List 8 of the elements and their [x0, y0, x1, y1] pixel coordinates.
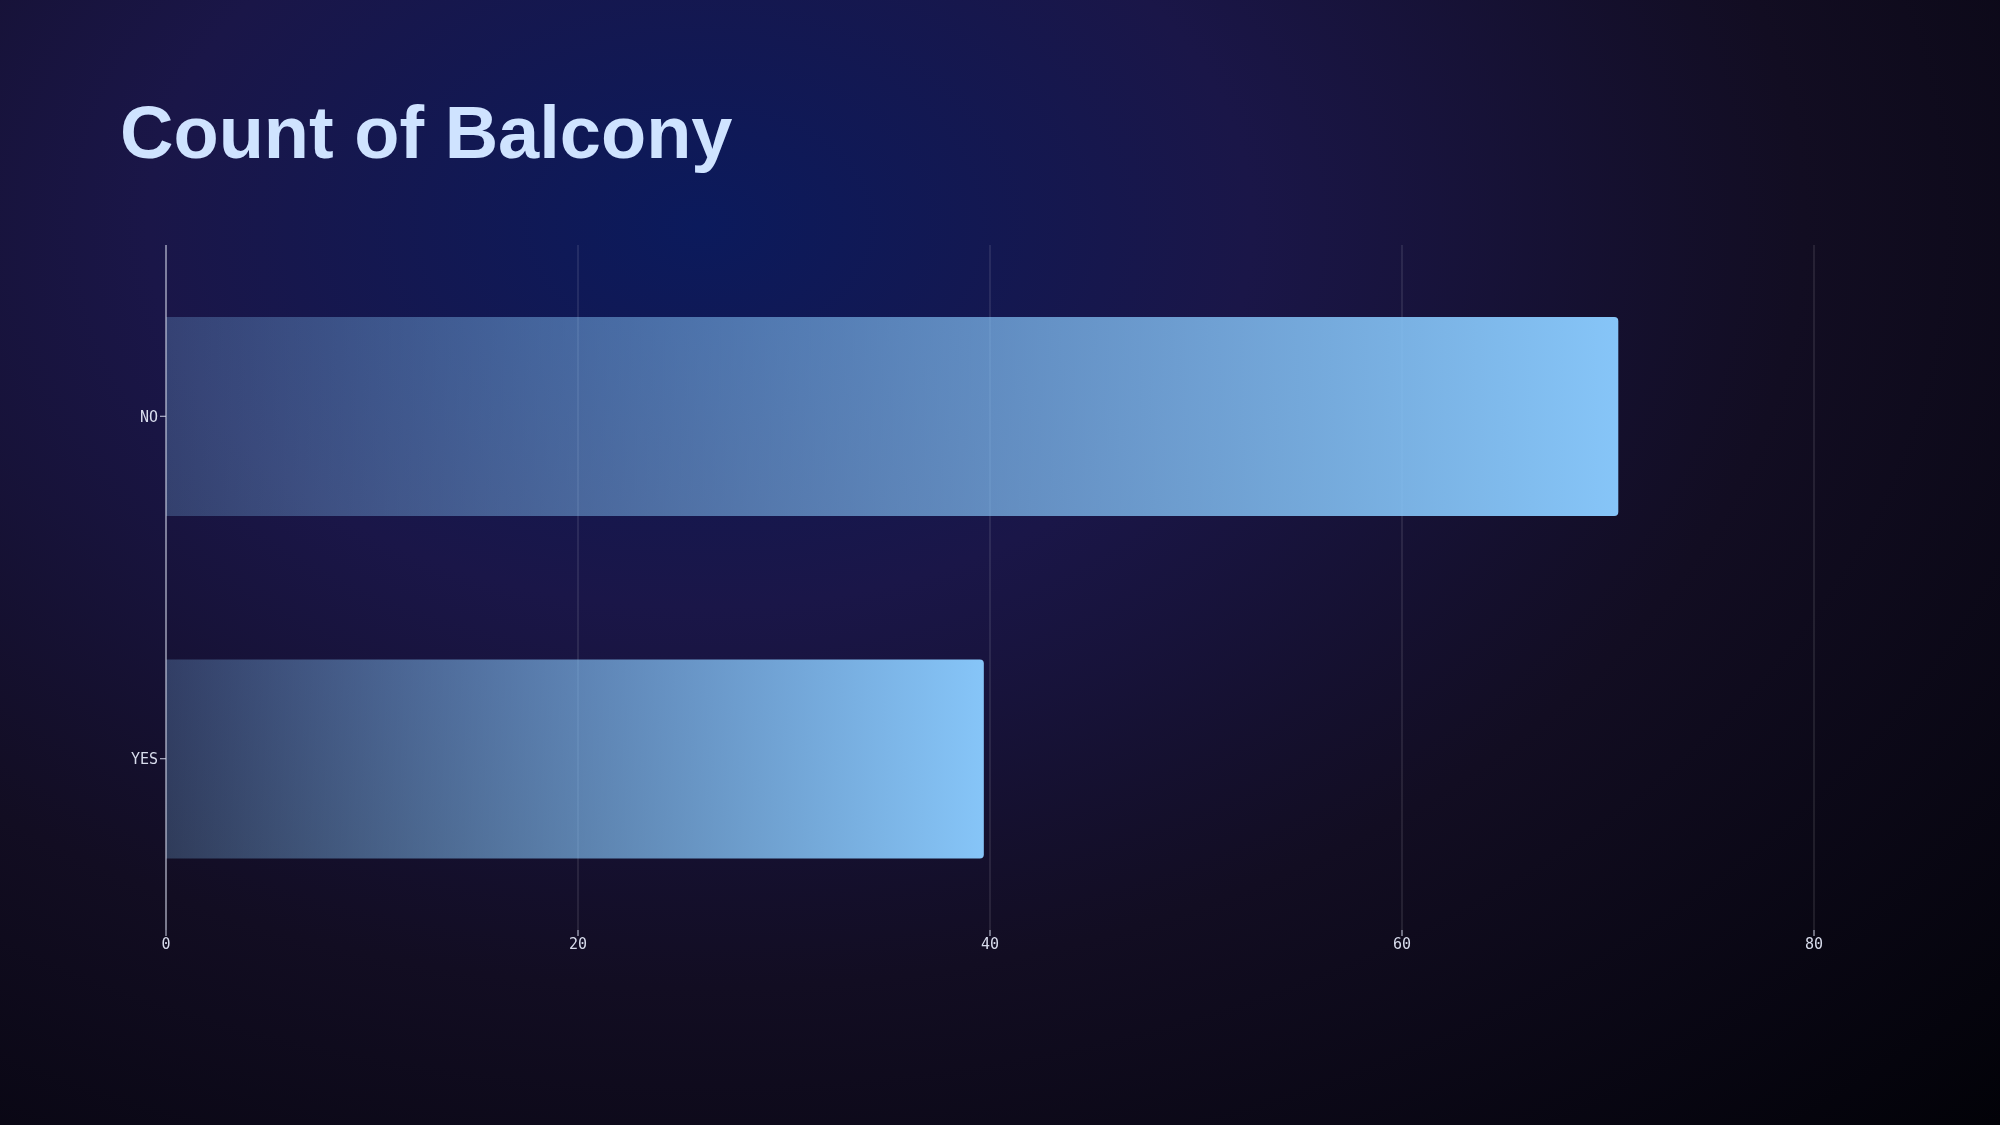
y-tick-label: YES	[130, 750, 158, 769]
chart-title: Count of Balcony	[120, 90, 733, 175]
x-tick-label: 20	[568, 934, 588, 953]
x-tick-label: 0	[161, 934, 171, 953]
y-tick-label: NO	[139, 407, 158, 426]
x-tick-label: 40	[980, 934, 1000, 953]
x-tick-label: 60	[1392, 934, 1412, 953]
x-tick-label: 80	[1804, 934, 1824, 953]
